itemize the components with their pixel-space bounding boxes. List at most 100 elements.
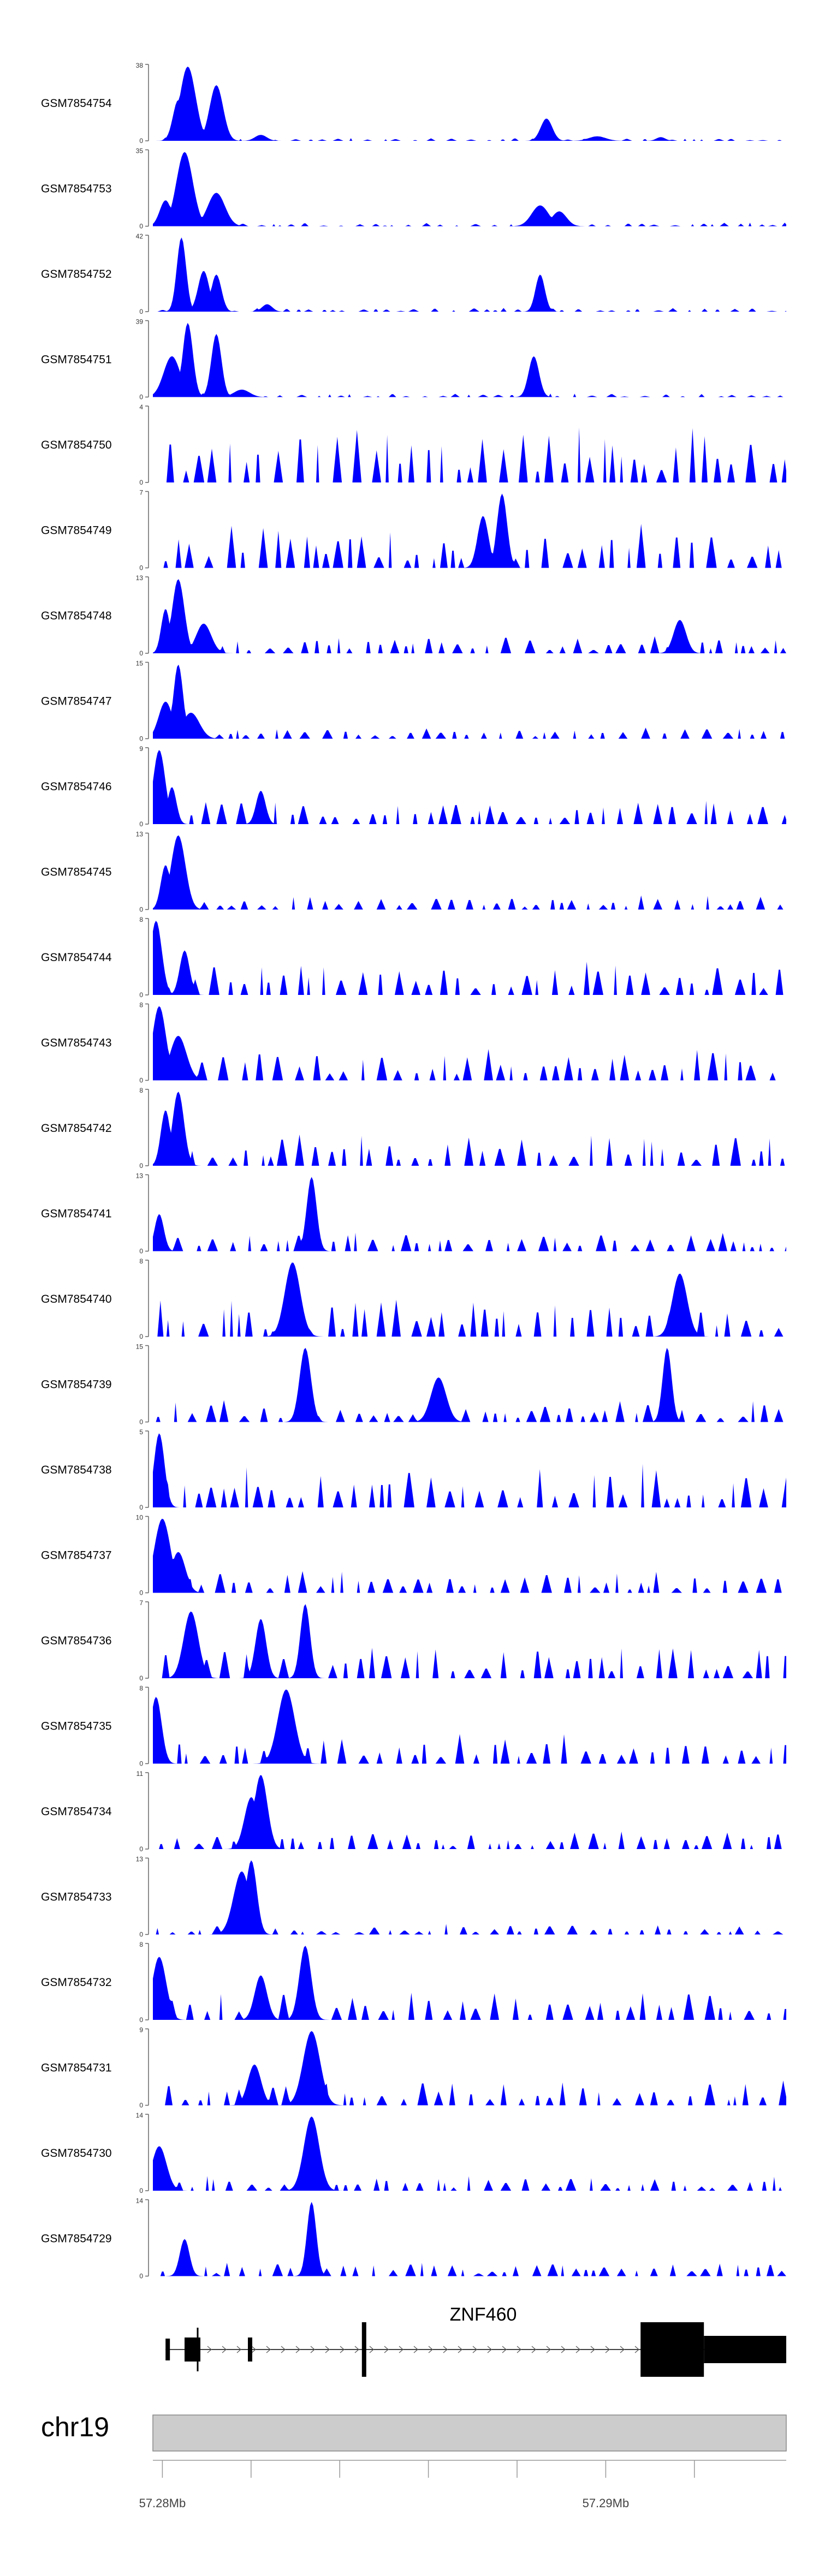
track-label: GSM7854732 [41, 1976, 112, 1989]
track-label: GSM7854744 [41, 951, 112, 964]
strand-arrow [502, 2346, 507, 2353]
coverage-area [153, 1775, 786, 1849]
axis-tick-label: 57.28Mb [139, 2496, 186, 2510]
coverage-area [153, 2116, 786, 2191]
track-label: GSM7854748 [41, 610, 112, 622]
strand-arrow [295, 2346, 300, 2353]
coverage-area [153, 750, 786, 824]
coverage-track: GSM7854752 42 0 [41, 232, 786, 315]
track-label: GSM7854746 [41, 780, 112, 793]
coverage-area [153, 67, 786, 141]
track-label: GSM7854730 [41, 2147, 112, 2160]
coverage-area [153, 1092, 786, 1166]
coverage-area [153, 427, 786, 482]
y-zero-label: 0 [139, 991, 143, 999]
coverage-area [153, 2031, 786, 2106]
track-label: GSM7854733 [41, 1891, 112, 1904]
strand-arrow [458, 2346, 462, 2353]
y-zero-label: 0 [139, 2016, 143, 2024]
y-zero-label: 0 [139, 223, 143, 230]
y-max-label: 8 [139, 1685, 143, 1692]
track-label: GSM7854739 [41, 1379, 112, 1391]
gene-exon [640, 2322, 704, 2377]
track-label: GSM7854736 [41, 1635, 112, 1647]
y-max-label: 15 [136, 1343, 144, 1351]
track-label: GSM7854749 [41, 524, 112, 537]
strand-arrow [222, 2346, 227, 2353]
strand-arrow [384, 2346, 389, 2353]
coverage-track: GSM7854748 13 0 [41, 574, 786, 657]
coverage-track: GSM7854734 11 0 [41, 1770, 786, 1853]
track-label: GSM7854731 [41, 2062, 112, 2074]
coverage-area [153, 1433, 786, 1507]
y-max-label: 7 [139, 489, 143, 497]
y-max-label: 7 [139, 1599, 143, 1607]
coverage-area [153, 1860, 786, 1935]
y-max-label: 39 [136, 318, 144, 326]
track-label: GSM7854735 [41, 1720, 112, 1733]
track-label: GSM7854752 [41, 268, 112, 281]
chromosome-label: chr19 [41, 2412, 109, 2442]
coverage-track: GSM7854739 15 0 [41, 1343, 786, 1426]
gene-annotation-track: ZNF460 [165, 2304, 786, 2377]
coverage-track: GSM7854745 13 0 [41, 831, 786, 914]
track-label: GSM7854729 [41, 2233, 112, 2245]
y-max-label: 38 [136, 62, 144, 69]
strand-arrow [487, 2346, 492, 2353]
coverage-track: GSM7854747 15 0 [41, 660, 786, 743]
y-zero-label: 0 [139, 1674, 143, 1682]
track-label: GSM7854740 [41, 1293, 112, 1305]
coverage-track: GSM7854746 9 0 [41, 745, 786, 828]
y-zero-label: 0 [139, 137, 143, 145]
y-zero-label: 0 [139, 906, 143, 914]
y-max-label: 8 [139, 1087, 143, 1094]
track-label: GSM7854737 [41, 1549, 112, 1562]
y-max-label: 5 [139, 1428, 143, 1436]
y-zero-label: 0 [139, 308, 143, 315]
coverage-track: GSM7854750 4 0 [41, 403, 786, 486]
coverage-area [153, 835, 786, 910]
coverage-area [153, 1604, 786, 1678]
y-zero-label: 0 [139, 1418, 143, 1426]
y-zero-label: 0 [139, 820, 143, 828]
coverage-track: GSM7854753 35 0 [41, 147, 786, 230]
track-label: GSM7854743 [41, 1037, 112, 1050]
gene-exon [361, 2322, 366, 2377]
coverage-track: GSM7854754 38 0 [41, 62, 786, 145]
strand-arrow [531, 2346, 536, 2353]
track-label: GSM7854745 [41, 866, 112, 879]
y-max-label: 8 [139, 1257, 143, 1265]
y-zero-label: 0 [139, 1931, 143, 1939]
gene-exon [704, 2336, 786, 2363]
coverage-track: GSM7854730 14 0 [41, 2112, 786, 2195]
y-max-label: 8 [139, 1941, 143, 1948]
gene-exon [248, 2338, 252, 2362]
strand-arrow [340, 2346, 345, 2353]
gene-exon [165, 2339, 170, 2360]
coverage-track: GSM7854743 8 0 [41, 1001, 786, 1084]
strand-arrow [634, 2346, 639, 2353]
y-max-label: 13 [136, 1856, 144, 1863]
chromosome-axis: chr19 57.28Mb 57.29Mb [41, 2412, 787, 2510]
track-label: GSM7854754 [41, 97, 112, 110]
y-zero-label: 0 [139, 1504, 143, 1511]
strand-arrow [443, 2346, 448, 2353]
y-zero-label: 0 [139, 2273, 143, 2280]
coverage-track: GSM7854751 39 0 [41, 318, 786, 401]
coverage-area [153, 323, 786, 397]
strand-arrow [605, 2346, 610, 2353]
y-max-label: 13 [136, 831, 144, 838]
track-label: GSM7854753 [41, 183, 112, 195]
y-max-label: 8 [139, 916, 143, 923]
y-zero-label: 0 [139, 1248, 143, 1255]
chromosome-band [152, 2414, 787, 2452]
strand-arrow [310, 2346, 315, 2353]
y-max-label: 14 [136, 2197, 144, 2205]
coverage-track: GSM7854741 13 0 [41, 1172, 786, 1255]
y-zero-label: 0 [139, 735, 143, 743]
coverage-track: GSM7854733 13 0 [41, 1856, 786, 1939]
coverage-track: GSM7854735 8 0 [41, 1685, 786, 1768]
coverage-track: GSM7854732 8 0 [41, 1941, 786, 2024]
y-zero-label: 0 [139, 1589, 143, 1597]
strand-arrow [281, 2346, 286, 2353]
